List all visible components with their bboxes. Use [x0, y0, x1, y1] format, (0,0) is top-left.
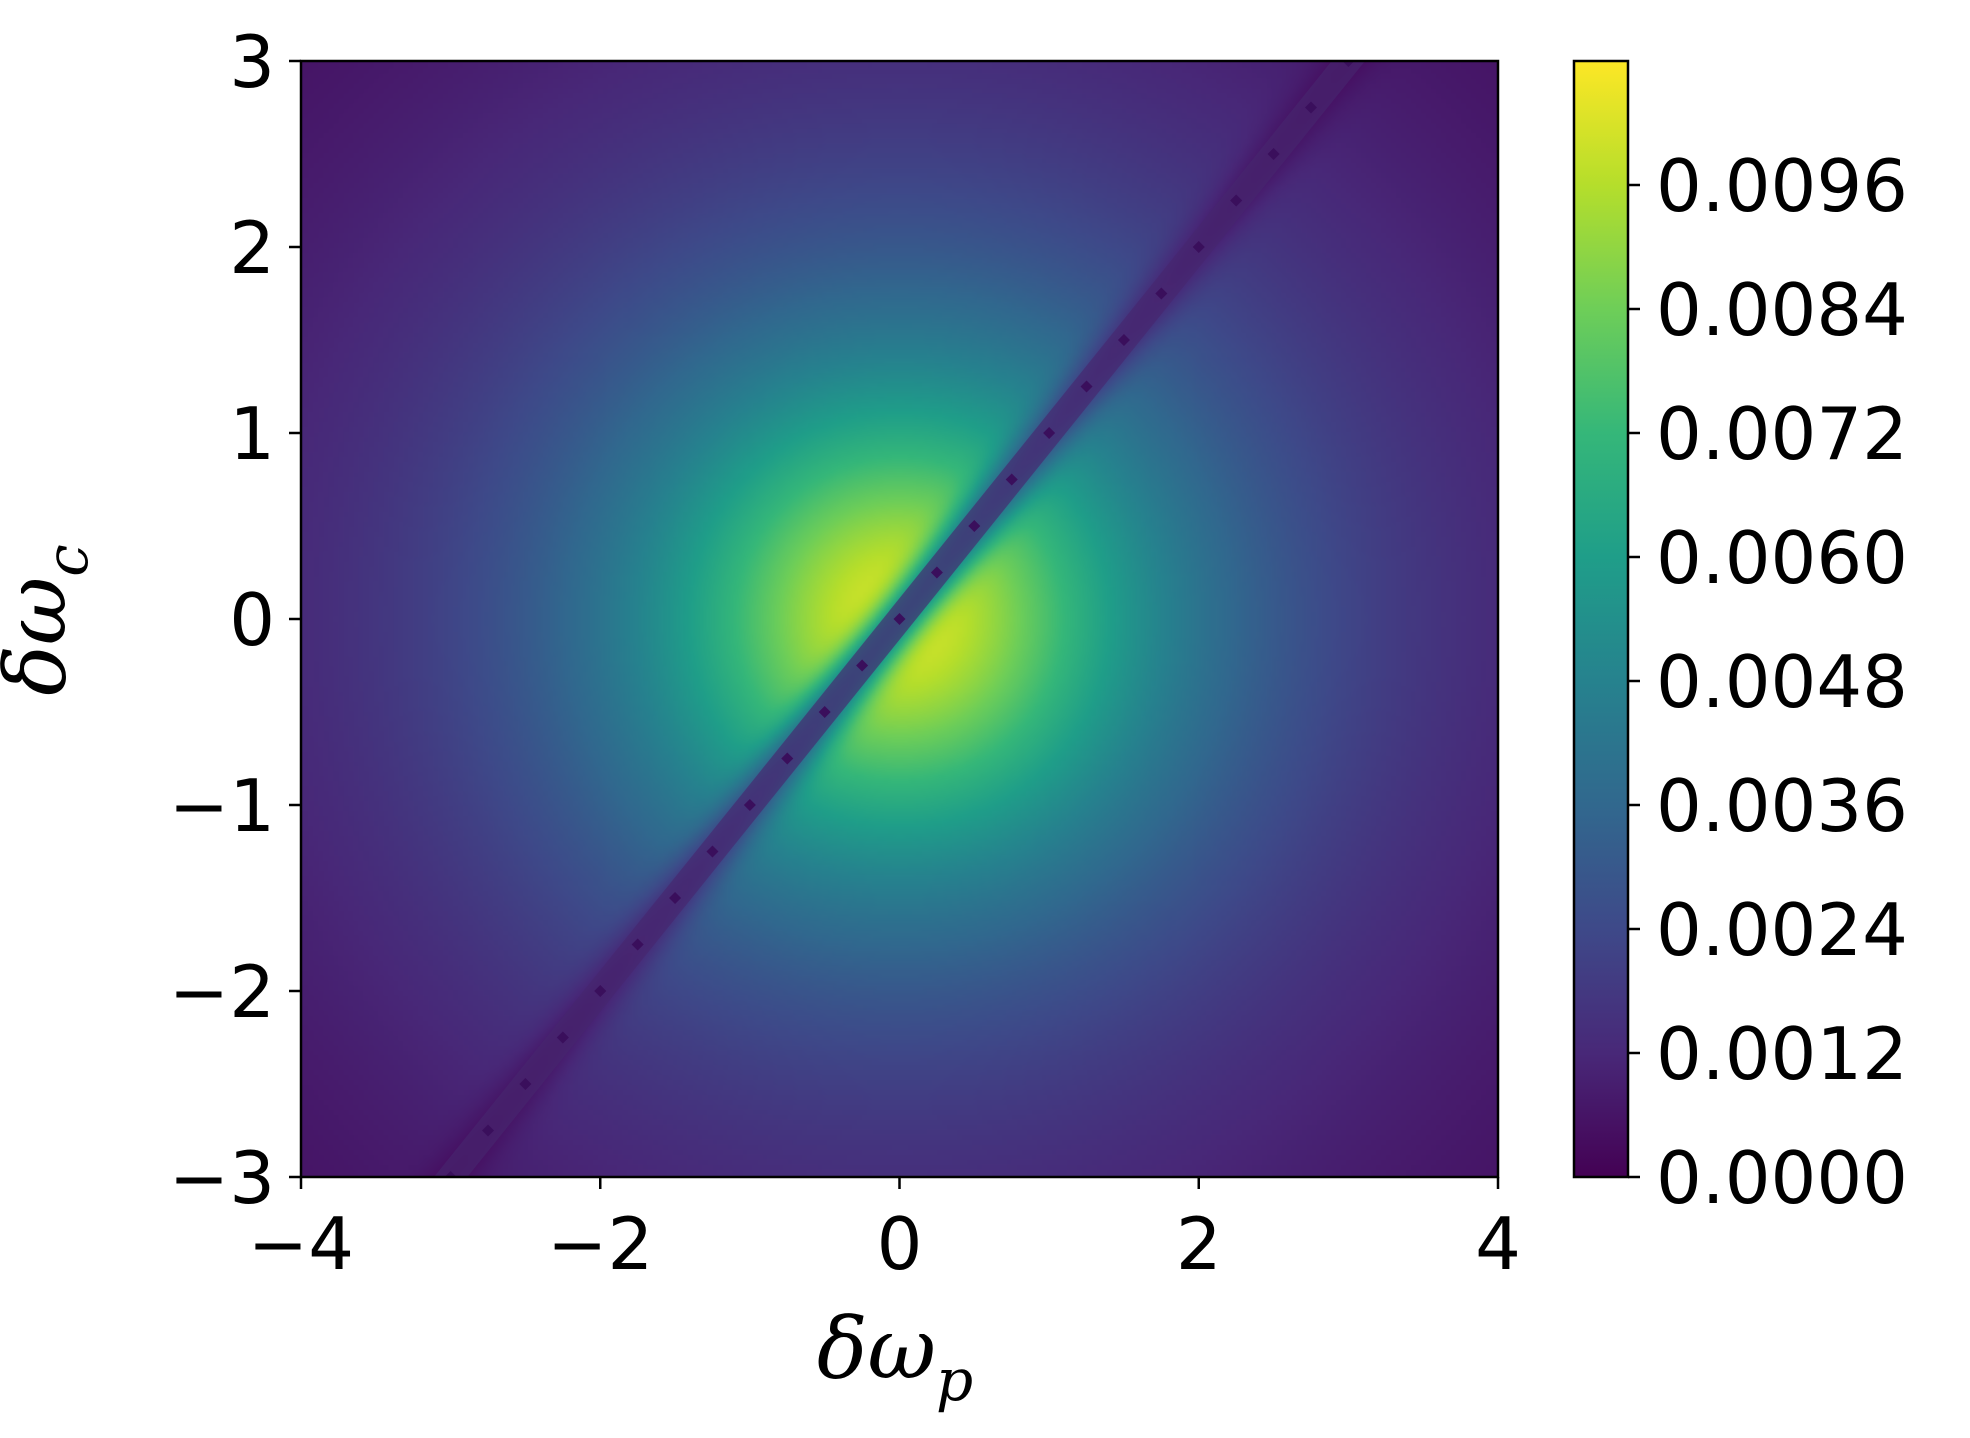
colorbar-tick-label: 0.0060 [1656, 516, 1908, 600]
x-axis-label: δωp [817, 1300, 973, 1414]
zero-line-marker [1155, 287, 1168, 300]
zero-line-marker [781, 752, 794, 765]
zero-line-marker [482, 1124, 495, 1137]
colorbar-tick-label: 0.0096 [1656, 144, 1908, 228]
zero-line-marker [968, 520, 981, 532]
y-tick-label: −1 [169, 764, 275, 848]
zero-line-marker [631, 938, 644, 951]
colorbar-tick-label: 0.0072 [1656, 392, 1908, 476]
x-tick-label: 0 [877, 1202, 923, 1286]
zero-line-marker [556, 1031, 569, 1044]
x-tick-label: −4 [248, 1202, 354, 1286]
zero-line-marker [594, 985, 607, 997]
colorbar-tick-label: 0.0000 [1656, 1136, 1908, 1220]
x-tick-label: 4 [1475, 1202, 1521, 1286]
colorbar-tick-label: 0.0084 [1656, 268, 1908, 352]
y-axis-ticks: −3 −2 −1 0 1 2 3 [169, 20, 301, 1220]
zero-line-marker [1342, 61, 1355, 67]
colorbar [1572, 59, 1630, 1179]
zero-line-marker [706, 845, 719, 858]
zero-line-marker [1267, 148, 1280, 160]
zero-line-marker [1304, 101, 1317, 114]
x-tick-label: −2 [547, 1202, 653, 1286]
y-tick-label: −2 [169, 950, 275, 1034]
zero-line-marker [1080, 380, 1093, 393]
zero-line-marker [1005, 473, 1018, 486]
zero-line-marker [1117, 334, 1130, 346]
y-axis-label: δωc [0, 544, 101, 696]
zero-line-marker [893, 613, 906, 625]
colorbar-tick-label: 0.0036 [1656, 764, 1908, 848]
zero-line-marker [930, 566, 943, 579]
colorbar-tick-label: 0.0012 [1656, 1012, 1908, 1096]
zero-line-marker [1043, 427, 1056, 439]
zero-line-marker [444, 1171, 457, 1177]
x-axis-ticks: −4 −2 0 2 4 [248, 1177, 1521, 1286]
zero-line-marker [856, 659, 869, 672]
zero-line-markers [444, 61, 1355, 1177]
y-tick-label: 1 [229, 392, 275, 476]
y-tick-label: 0 [229, 578, 275, 662]
zero-line-marker [1230, 194, 1243, 207]
zero-line-marker [669, 892, 682, 904]
colorbar-tick-label: 0.0048 [1656, 640, 1908, 724]
y-tick-label: −3 [169, 1136, 275, 1220]
zero-line-marker [818, 706, 831, 718]
colorbar-ticks: 0.0000 0.0012 0.0024 0.0036 0.0048 0.0060 0.00… [1628, 144, 1908, 1220]
y-tick-label: 2 [229, 206, 275, 290]
zero-line-marker [743, 799, 756, 811]
y-tick-label: 3 [229, 20, 275, 104]
zero-line-marker [519, 1078, 532, 1090]
colorbar-tick-label: 0.0024 [1656, 888, 1908, 972]
x-tick-label: 2 [1176, 1202, 1222, 1286]
zero-line-marker [1192, 241, 1205, 253]
